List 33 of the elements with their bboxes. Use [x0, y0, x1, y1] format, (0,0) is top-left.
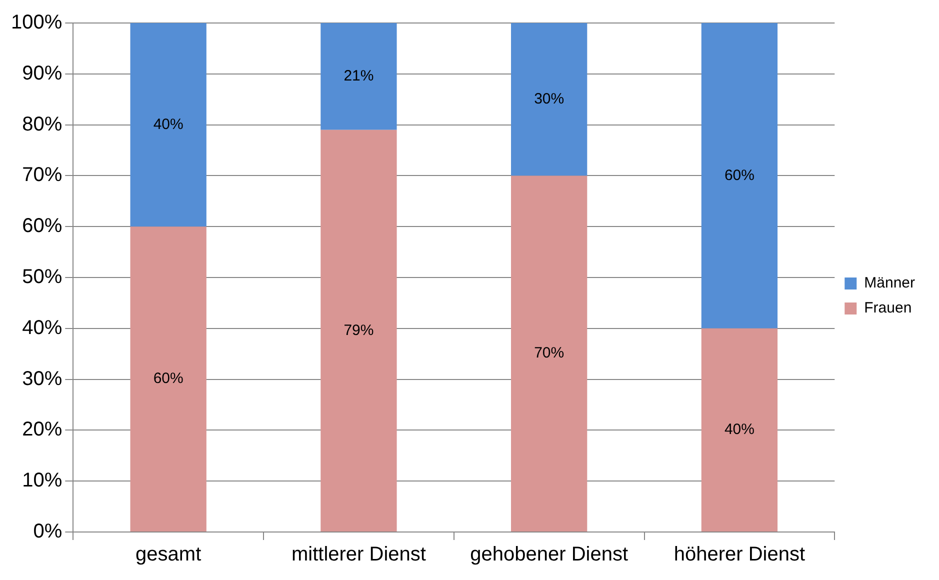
- bar: [320, 23, 397, 130]
- x-tick-label: gesamt: [136, 544, 202, 566]
- y-tick-label: 0%: [33, 520, 62, 543]
- data-label: 21%: [344, 68, 374, 85]
- legend-label: Männer: [864, 274, 916, 292]
- data-label: 70%: [534, 344, 564, 362]
- x-tick-label: höherer Dienst: [674, 544, 806, 566]
- data-label: 79%: [344, 322, 374, 339]
- legend-label: Frauen: [864, 300, 912, 317]
- y-tick-label: 100%: [10, 12, 62, 34]
- bar: [701, 328, 778, 532]
- y-tick-label: 90%: [22, 62, 62, 84]
- data-label: 60%: [724, 166, 754, 184]
- bar: [511, 176, 588, 532]
- data-label: 40%: [724, 421, 754, 438]
- bar: [130, 23, 206, 227]
- data-label: 30%: [534, 90, 564, 108]
- y-tick-label: 20%: [22, 418, 62, 441]
- bar: [130, 226, 206, 532]
- x-tick-label: mittlerer Dienst: [291, 544, 426, 566]
- bar: [701, 23, 778, 328]
- x-tick-label: gehobener Dienst: [470, 544, 628, 566]
- y-tick-label: 80%: [22, 113, 62, 136]
- bar: [320, 130, 397, 532]
- data-label: 60%: [153, 370, 184, 388]
- data-label: 40%: [153, 116, 184, 133]
- y-tick-label: 70%: [22, 164, 62, 186]
- y-tick-label: 50%: [22, 266, 62, 288]
- y-tick-label: 40%: [22, 316, 62, 339]
- bar: [511, 23, 588, 176]
- y-tick-label: 10%: [22, 470, 62, 492]
- y-tick-label: 60%: [22, 215, 62, 238]
- y-tick-label: 30%: [22, 368, 62, 390]
